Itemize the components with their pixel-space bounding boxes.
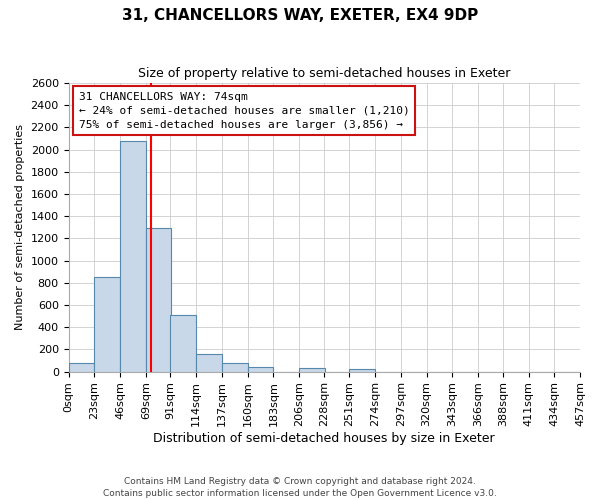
Text: Contains HM Land Registry data © Crown copyright and database right 2024.
Contai: Contains HM Land Registry data © Crown c… <box>103 476 497 498</box>
Bar <box>222 364 248 372</box>
Bar <box>299 368 325 372</box>
X-axis label: Distribution of semi-detached houses by size in Exeter: Distribution of semi-detached houses by … <box>154 432 495 445</box>
Bar <box>68 364 94 372</box>
Bar <box>146 228 172 372</box>
Bar <box>349 370 375 372</box>
Bar <box>196 354 222 372</box>
Text: 31 CHANCELLORS WAY: 74sqm
← 24% of semi-detached houses are smaller (1,210)
75% : 31 CHANCELLORS WAY: 74sqm ← 24% of semi-… <box>79 92 410 130</box>
Y-axis label: Number of semi-detached properties: Number of semi-detached properties <box>15 124 25 330</box>
Bar <box>170 315 196 372</box>
Title: Size of property relative to semi-detached houses in Exeter: Size of property relative to semi-detach… <box>138 68 511 80</box>
Bar <box>120 141 146 372</box>
Bar <box>94 278 120 372</box>
Bar <box>248 367 274 372</box>
Text: 31, CHANCELLORS WAY, EXETER, EX4 9DP: 31, CHANCELLORS WAY, EXETER, EX4 9DP <box>122 8 478 22</box>
